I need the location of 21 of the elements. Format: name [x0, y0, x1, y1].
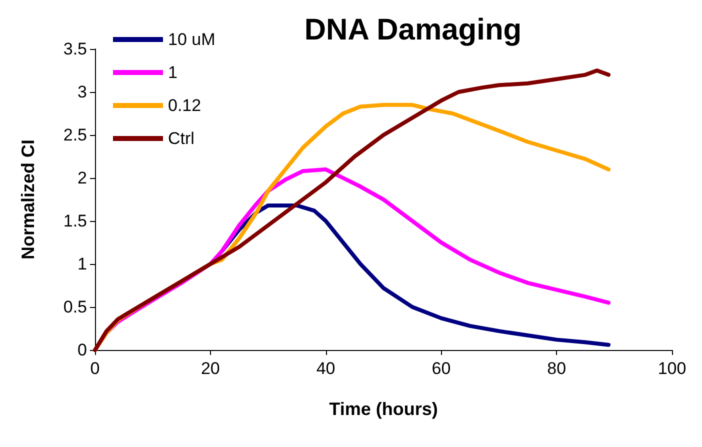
x-tick-label: 20 [200, 359, 220, 378]
legend-label: 1 [168, 63, 178, 82]
y-tick-label: 3.5 [63, 40, 87, 58]
legend-label: Ctrl [168, 129, 194, 148]
x-tick-label: 100 [658, 359, 686, 378]
y-tick-label: 3 [78, 82, 87, 102]
y-tick-label: 0.5 [63, 298, 87, 316]
x-tick-label: 0 [90, 359, 100, 378]
y-tick-label: 0 [78, 340, 87, 360]
x-tick-label: 80 [547, 359, 566, 378]
y-tick-label: 1 [78, 254, 87, 274]
y-tick-label: 2 [78, 168, 87, 188]
legend-label: 10 uM [168, 30, 216, 49]
legend-label: 0.12 [168, 96, 202, 115]
chart-title: DNA Damaging [304, 14, 522, 46]
x-tick-label: 40 [316, 359, 336, 378]
x-axis-title: Time (hours) [329, 399, 438, 419]
y-axis-title: Normalized CI [18, 139, 38, 260]
x-tick-label: 60 [432, 359, 451, 378]
y-tick-label: 2.5 [63, 126, 87, 144]
y-tick-label: 1.5 [63, 212, 87, 230]
